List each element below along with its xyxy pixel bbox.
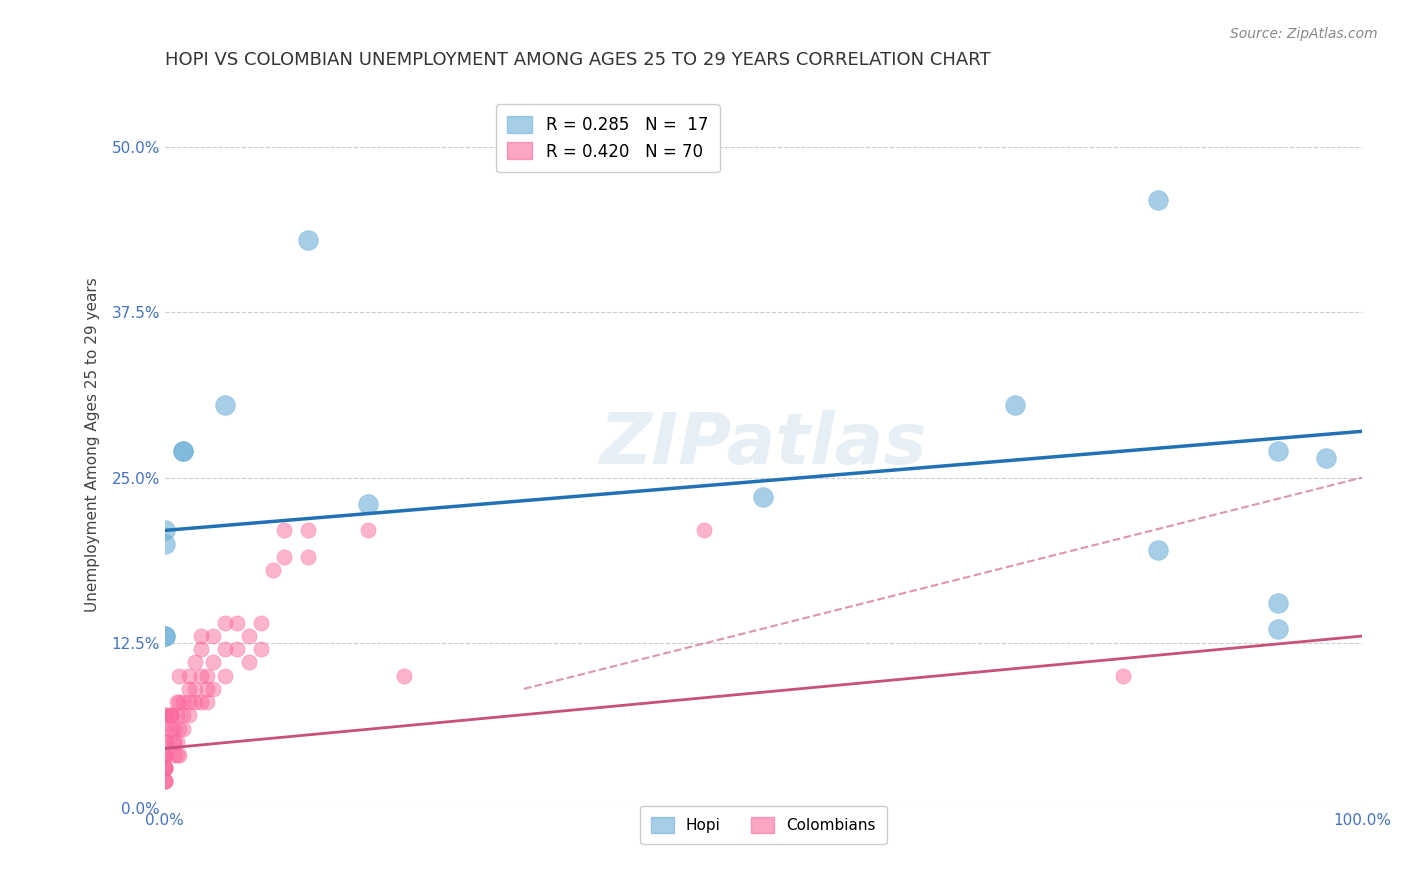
Point: [273, 549, 295, 564]
Point: [163, 735, 186, 749]
Point: [153, 774, 176, 789]
Point: [225, 642, 247, 657]
Point: [297, 524, 319, 538]
Point: [159, 708, 181, 723]
Point: [297, 233, 319, 247]
Text: HOPI VS COLOMBIAN UNEMPLOYMENT AMONG AGES 25 TO 29 YEARS CORRELATION CHART: HOPI VS COLOMBIAN UNEMPLOYMENT AMONG AGE…: [165, 51, 990, 69]
Point: [177, 681, 200, 696]
Point: [201, 656, 224, 670]
Point: [159, 708, 181, 723]
Point: [183, 681, 205, 696]
Point: [153, 629, 176, 643]
Point: [159, 708, 181, 723]
Point: [153, 747, 176, 762]
Point: [167, 747, 190, 762]
Point: [238, 629, 260, 643]
Point: [195, 668, 218, 682]
Point: [177, 668, 200, 682]
Point: [166, 747, 188, 762]
Point: [153, 761, 176, 775]
Point: [190, 695, 212, 709]
Point: [153, 708, 176, 723]
Point: [214, 642, 236, 657]
Point: [167, 695, 190, 709]
Point: [1267, 444, 1289, 458]
Point: [297, 549, 319, 564]
Point: [1147, 193, 1170, 207]
Point: [183, 695, 205, 709]
Point: [172, 695, 194, 709]
Point: [214, 615, 236, 630]
Y-axis label: Unemployment Among Ages 25 to 29 years: Unemployment Among Ages 25 to 29 years: [86, 277, 100, 612]
Point: [153, 761, 176, 775]
Point: [201, 681, 224, 696]
Point: [692, 524, 714, 538]
Point: [177, 708, 200, 723]
Point: [172, 722, 194, 736]
Point: [163, 747, 186, 762]
Point: [357, 524, 380, 538]
Point: [214, 398, 236, 412]
Point: [153, 524, 176, 538]
Point: [190, 642, 212, 657]
Point: [1111, 668, 1133, 682]
Point: [153, 722, 176, 736]
Point: [1004, 398, 1026, 412]
Point: [190, 629, 212, 643]
Point: [262, 563, 284, 577]
Point: [166, 708, 188, 723]
Point: [190, 668, 212, 682]
Point: [153, 747, 176, 762]
Point: [214, 668, 236, 682]
Point: [177, 695, 200, 709]
Point: [357, 497, 380, 511]
Point: [153, 761, 176, 775]
Point: [167, 668, 190, 682]
Point: [1267, 623, 1289, 637]
Point: [225, 615, 247, 630]
Point: [153, 735, 176, 749]
Point: [183, 656, 205, 670]
Point: [166, 735, 188, 749]
Point: [249, 642, 271, 657]
Point: [172, 708, 194, 723]
Point: [172, 444, 194, 458]
Text: ZIPatlas: ZIPatlas: [600, 410, 927, 479]
Point: [153, 708, 176, 723]
Point: [172, 444, 194, 458]
Point: [153, 774, 176, 789]
Point: [153, 761, 176, 775]
Text: Source: ZipAtlas.com: Source: ZipAtlas.com: [1230, 27, 1378, 41]
Point: [153, 735, 176, 749]
Point: [1147, 543, 1170, 558]
Point: [163, 722, 186, 736]
Point: [195, 695, 218, 709]
Point: [153, 629, 176, 643]
Point: [201, 629, 224, 643]
Point: [153, 747, 176, 762]
Point: [1315, 450, 1337, 465]
Point: [195, 681, 218, 696]
Legend: Hopi, Colombians: Hopi, Colombians: [640, 806, 887, 844]
Point: [167, 722, 190, 736]
Point: [1267, 596, 1289, 610]
Point: [752, 491, 775, 505]
Point: [249, 615, 271, 630]
Point: [159, 722, 181, 736]
Point: [163, 735, 186, 749]
Point: [153, 536, 176, 550]
Point: [166, 695, 188, 709]
Point: [153, 774, 176, 789]
Point: [392, 668, 415, 682]
Point: [273, 524, 295, 538]
Point: [238, 656, 260, 670]
